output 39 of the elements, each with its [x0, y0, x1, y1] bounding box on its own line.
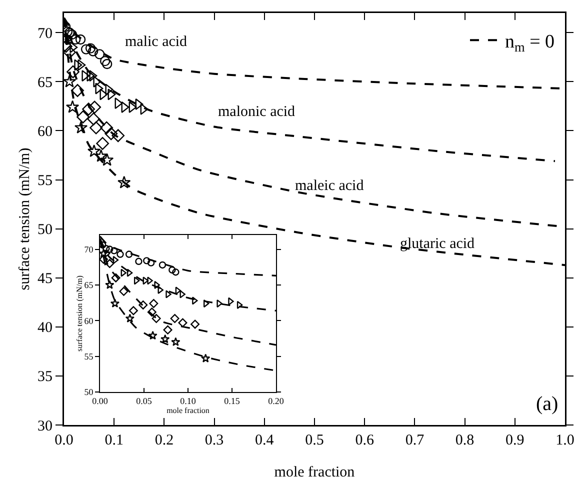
- x-tick-label: 0.7: [405, 432, 425, 448]
- y-tick-label: 30: [38, 418, 52, 434]
- x-tick-label: 0.6: [355, 432, 374, 448]
- x-tick-label: 0.2: [154, 432, 174, 448]
- x-axis-title: mole fraction: [274, 464, 356, 480]
- y-tick-label: 65: [38, 74, 52, 91]
- y-axis-title: surface tension (mN/m): [17, 148, 33, 290]
- y-tick-label: 50: [84, 387, 94, 398]
- y-tick-label: 50: [38, 222, 52, 238]
- annotation: malonic acid: [218, 104, 296, 120]
- annotation: maleic acid: [295, 178, 364, 194]
- y-tick-label: 70: [38, 26, 52, 42]
- y-tick-label: 40: [38, 320, 52, 336]
- y-axis-title: surface tension (mN/m): [74, 275, 84, 352]
- x-tick-label: 0.00: [92, 396, 108, 406]
- x-tick-label: 0.20: [268, 396, 284, 406]
- y-tick-label: 55: [84, 351, 94, 362]
- x-tick-label: 0.4: [255, 432, 274, 448]
- annotation: (a): [536, 393, 558, 415]
- x-tick-label: 0.3: [204, 432, 224, 448]
- y-tick-label: 60: [84, 316, 94, 326]
- x-tick-label: 0.9: [506, 432, 524, 448]
- x-tick-label: 0.1: [104, 432, 124, 448]
- annotation: malic acid: [125, 34, 188, 50]
- x-tick-label: 0.05: [136, 396, 152, 406]
- x-tick-label: 0.15: [224, 396, 240, 406]
- y-tick-label: 55: [38, 173, 52, 190]
- x-tick-label: 0.10: [180, 396, 196, 406]
- x-tick-label: 0.0: [54, 432, 74, 448]
- y-tick-label: 70: [84, 244, 94, 254]
- y-tick-label: 45: [38, 271, 52, 288]
- y-tick-label: 65: [84, 280, 94, 290]
- y-tick-label: 35: [38, 369, 52, 386]
- x-tick-label: 1.0: [556, 432, 574, 448]
- x-tick-label: 0.8: [455, 432, 474, 448]
- legend-label: n$_{m}$ = 0: [504, 32, 555, 54]
- y-tick-label: 60: [38, 124, 52, 140]
- x-axis-title: mole fraction: [166, 406, 210, 415]
- x-tick-label: 0.5: [305, 432, 324, 448]
